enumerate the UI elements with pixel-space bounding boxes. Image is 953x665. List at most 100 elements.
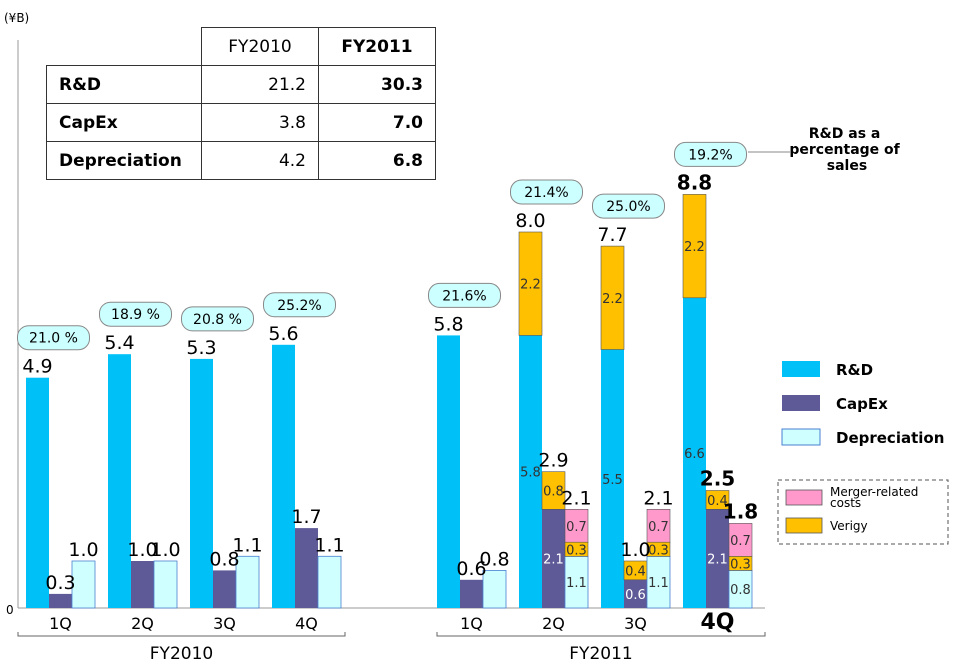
bar-total-label: 0.8 [479, 548, 509, 570]
summary-header-row: FY2010 FY2011 [47, 28, 436, 66]
bar-fy2010-4q-rd-rd [272, 345, 295, 608]
legend-main: R&D CapEx Depreciation [782, 361, 944, 447]
quarter-label: 3Q [213, 614, 236, 633]
segment-label: 0.7 [648, 520, 669, 535]
legend-swatch-rd [782, 361, 820, 377]
pct-bubble-text: 21.0 % [29, 331, 78, 347]
quarter-label: 4Q [295, 614, 318, 633]
bar-total-label: 1.0 [620, 539, 650, 561]
summary-row-label: CapEx [47, 104, 202, 142]
segment-label: 0.3 [566, 543, 587, 558]
legend-swatch-merger [786, 490, 822, 505]
summary-col-fy2011: FY2011 [319, 28, 436, 66]
summary-cell: 6.8 [319, 142, 436, 180]
quarter-label: 4Q [700, 610, 734, 635]
bar-total-label: 2.5 [700, 467, 735, 491]
pct-bubble-text: 19.2% [688, 147, 732, 163]
bar-total-label: 1.8 [723, 499, 758, 523]
pct-bubble-text: 20.8 % [193, 312, 242, 328]
segment-label: 2.2 [602, 292, 623, 307]
bar-total-label: 0.3 [45, 572, 75, 594]
bar-total-label: 2.1 [643, 487, 673, 509]
segment-label: 0.3 [648, 543, 669, 558]
bar-fy2010-1q-capex-capex [49, 594, 72, 608]
pct-bubble-text: 21.6% [442, 288, 486, 304]
bar-total-label: 1.1 [232, 534, 262, 556]
legend-swatch-verigy [786, 518, 822, 533]
segment-label: 1.1 [566, 576, 587, 591]
segment-label: 0.3 [730, 557, 751, 572]
summary-cell: 7.0 [319, 104, 436, 142]
bar-fy2011-1q-capex-capex [460, 580, 483, 608]
bar-total-label: 2.9 [538, 450, 568, 472]
pct-annotation-text: R&D as a percentage of sales [789, 126, 904, 174]
bar-total-label: 1.0 [150, 539, 180, 561]
segment-label: 0.7 [730, 534, 751, 549]
bar-total-label: 5.8 [433, 313, 463, 335]
segment-label: 0.4 [625, 564, 646, 579]
summary-row-label: R&D [47, 66, 202, 104]
legend-label-rd: R&D [836, 361, 873, 379]
summary-cell: 30.3 [319, 66, 436, 104]
bar-total-label: 2.1 [561, 487, 591, 509]
bar-total-label: 1.0 [68, 539, 98, 561]
legend-label-merger: Merger-related costs [830, 485, 918, 510]
segment-label: 2.2 [520, 278, 541, 293]
zero-label: 0 [6, 603, 14, 617]
segment-label: 0.6 [625, 588, 646, 603]
legend-swatch-dep [782, 429, 820, 445]
bar-total-label: 8.8 [677, 170, 712, 194]
quarter-label: 1Q [49, 614, 72, 633]
quarter-label: 2Q [542, 614, 565, 633]
bar-fy2010-2q-dep-dep [154, 561, 177, 608]
quarter-label: 2Q [131, 614, 154, 633]
bar-fy2010-3q-rd-rd [190, 359, 213, 608]
pct-bubble-text: 21.4% [524, 185, 568, 201]
bar-total-label: 7.7 [597, 224, 627, 246]
legend-label-dep: Depreciation [836, 429, 944, 447]
summary-row-label: Depreciation [47, 142, 202, 180]
legend-label-verigy: Verigy [830, 519, 868, 533]
segment-label: 0.7 [566, 520, 587, 535]
bar-fy2010-4q-dep-dep [318, 556, 341, 608]
segment-label: 0.8 [730, 583, 751, 598]
bar-fy2010-2q-rd-rd [108, 354, 131, 608]
unit-label: (¥B) [4, 11, 29, 25]
bar-total-label: 8.0 [515, 210, 545, 232]
bar-total-label: 1.7 [291, 506, 321, 528]
summary-corner [47, 28, 202, 66]
summary-cell: 3.8 [202, 104, 319, 142]
group-label: FY2010 [150, 644, 213, 664]
legend-label-capex: CapEx [836, 395, 888, 413]
pct-annotation: R&D as a percentage of sales [748, 126, 905, 174]
bar-total-label: 5.4 [104, 332, 134, 354]
summary-row-depreciation: Depreciation 4.2 6.8 [47, 142, 436, 180]
segment-label: 1.1 [648, 576, 669, 591]
segment-label: 5.5 [602, 473, 623, 488]
group-label: FY2011 [569, 644, 632, 664]
summary-cell: 4.2 [202, 142, 319, 180]
pct-bubble-text: 25.2% [277, 298, 321, 314]
bar-fy2010-3q-capex-capex [213, 570, 236, 608]
segment-label: 2.1 [707, 553, 728, 568]
summary-col-fy2010: FY2010 [202, 28, 319, 66]
summary-row-capex: CapEx 3.8 7.0 [47, 104, 436, 142]
bar-fy2010-2q-capex-capex [131, 561, 154, 608]
segment-label: 2.2 [684, 240, 705, 255]
legend-swatch-capex [782, 395, 820, 411]
pct-bubble-text: 25.0% [606, 199, 650, 215]
quarter-label: 1Q [460, 614, 483, 633]
bar-total-label: 5.6 [268, 323, 298, 345]
bar-total-label: 1.1 [314, 534, 344, 556]
segment-label: 2.1 [543, 553, 564, 568]
bars-layer [18, 194, 765, 636]
bar-total-label: 4.9 [22, 356, 52, 378]
summary-table: FY2010 FY2011 R&D 21.2 30.3 CapEx 3.8 7.… [46, 27, 436, 180]
legend-breakdown: Merger-related costs Verigy [778, 480, 948, 544]
segment-label: 6.6 [684, 447, 705, 462]
pct-bubble-text: 18.9 % [111, 307, 160, 323]
summary-row-rd: R&D 21.2 30.3 [47, 66, 436, 104]
quarter-label: 3Q [624, 614, 647, 633]
bar-total-label: 5.3 [186, 337, 216, 359]
summary-cell: 21.2 [202, 66, 319, 104]
